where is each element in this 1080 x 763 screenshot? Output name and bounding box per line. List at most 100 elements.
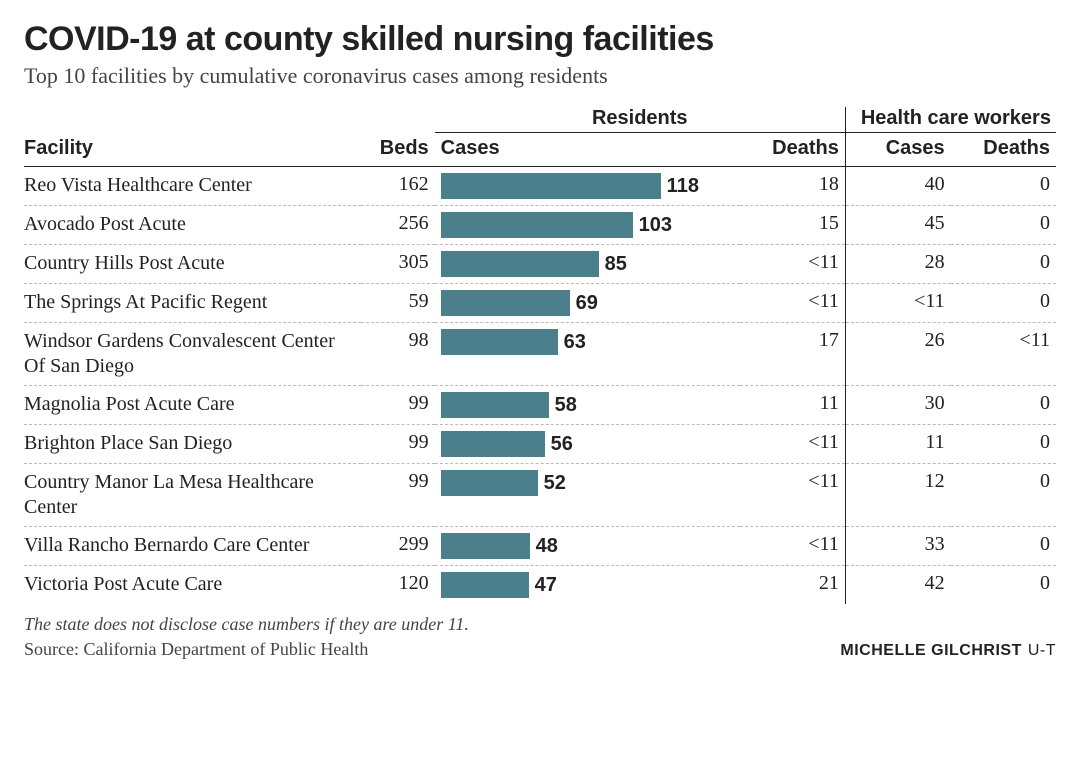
cases-bar-cell: 56 [435, 425, 740, 464]
beds-value: 59 [361, 284, 435, 323]
hcw-cases-value: 45 [845, 206, 950, 245]
cases-bar [441, 572, 529, 598]
table-row: Country Manor La Mesa Healthcare Center9… [24, 464, 1056, 527]
cases-bar [441, 470, 538, 496]
byline-outlet: U-T [1028, 642, 1056, 659]
table-body: Reo Vista Healthcare Center16211818400Av… [24, 167, 1056, 605]
cases-bar-label: 47 [529, 572, 557, 598]
table-row: Avocado Post Acute256 103 15450 [24, 206, 1056, 245]
col-cases: Cases [435, 133, 740, 167]
beds-value: 305 [361, 245, 435, 284]
cases-bar-label: 56 [545, 431, 573, 457]
col-facility: Facility [24, 133, 361, 167]
cases-bar [441, 212, 633, 238]
cases-bar-label: 69 [570, 290, 598, 316]
cases-bar [441, 173, 661, 199]
hcw-cases-value: <11 [845, 284, 950, 323]
cases-bar-cell: 85 [435, 245, 740, 284]
beds-value: 256 [361, 206, 435, 245]
deaths-value: <11 [740, 284, 845, 323]
cases-bar-label: 58 [549, 392, 577, 418]
hcw-deaths-value: <11 [951, 323, 1056, 386]
beds-value: 99 [361, 464, 435, 527]
facility-name: Avocado Post Acute [24, 206, 361, 245]
cases-bar-cell: 118 [435, 167, 740, 206]
table-row: The Springs At Pacific Regent5969<11<110 [24, 284, 1056, 323]
hcw-cases-value: 26 [845, 323, 950, 386]
deaths-value: <11 [740, 527, 845, 566]
facility-name: Villa Rancho Bernardo Care Center [24, 527, 361, 566]
table-row: Victoria Post Acute Care1204721420 [24, 566, 1056, 605]
table-row: Country Hills Post Acute305 85 <11280 [24, 245, 1056, 284]
table-row: Windsor Gardens Convalescent Center Of S… [24, 323, 1056, 386]
hcw-deaths-value: 0 [951, 527, 1056, 566]
column-header-row: Facility Beds Cases Deaths Cases Deaths [24, 133, 1056, 167]
deaths-value: <11 [740, 464, 845, 527]
table-row: Brighton Place San Diego99 56 <11110 [24, 425, 1056, 464]
facility-name: The Springs At Pacific Regent [24, 284, 361, 323]
cases-bar [441, 392, 549, 418]
facility-name: Brighton Place San Diego [24, 425, 361, 464]
hcw-group-header: Health care workers [845, 107, 1056, 133]
source-row: Source: California Department of Public … [24, 639, 1056, 660]
footnote: The state does not disclose case numbers… [24, 614, 1056, 635]
hcw-cases-value: 40 [845, 167, 950, 206]
chart-subtitle: Top 10 facilities by cumulative coronavi… [24, 63, 1056, 89]
facility-name: Country Manor La Mesa Healthcare Center [24, 464, 361, 527]
hcw-deaths-value: 0 [951, 425, 1056, 464]
beds-value: 99 [361, 425, 435, 464]
hcw-cases-value: 30 [845, 386, 950, 425]
beds-value: 120 [361, 566, 435, 605]
cases-bar [441, 329, 558, 355]
hcw-deaths-value: 0 [951, 167, 1056, 206]
deaths-value: 17 [740, 323, 845, 386]
hcw-deaths-value: 0 [951, 206, 1056, 245]
beds-value: 98 [361, 323, 435, 386]
hcw-deaths-value: 0 [951, 386, 1056, 425]
group-header-row: Residents Health care workers [24, 107, 1056, 133]
hcw-deaths-value: 0 [951, 284, 1056, 323]
hcw-deaths-value: 0 [951, 464, 1056, 527]
chart-title: COVID-19 at county skilled nursing facil… [24, 20, 1056, 59]
facility-name: Windsor Gardens Convalescent Center Of S… [24, 323, 361, 386]
hcw-cases-value: 28 [845, 245, 950, 284]
cases-bar-label: 103 [633, 212, 672, 238]
data-table: Residents Health care workers Facility B… [24, 107, 1056, 604]
hcw-deaths-value: 0 [951, 245, 1056, 284]
cases-bar-cell: 58 [435, 386, 740, 425]
byline: MICHELLE GILCHRISTU-T [840, 642, 1056, 660]
beds-value: 299 [361, 527, 435, 566]
deaths-value: 21 [740, 566, 845, 605]
cases-bar-cell: 69 [435, 284, 740, 323]
deaths-value: <11 [740, 245, 845, 284]
deaths-value: 15 [740, 206, 845, 245]
facility-name: Reo Vista Healthcare Center [24, 167, 361, 206]
cases-bar [441, 290, 570, 316]
col-beds: Beds [361, 133, 435, 167]
cases-bar-label: 48 [530, 533, 558, 559]
hcw-cases-value: 33 [845, 527, 950, 566]
deaths-value: 18 [740, 167, 845, 206]
cases-bar [441, 533, 530, 559]
hcw-cases-value: 42 [845, 566, 950, 605]
residents-group-header: Residents [435, 107, 846, 133]
cases-bar-cell: 103 [435, 206, 740, 245]
col-hcw-deaths: Deaths [951, 133, 1056, 167]
cases-bar [441, 431, 545, 457]
source-text: Source: California Department of Public … [24, 639, 368, 660]
hcw-cases-value: 12 [845, 464, 950, 527]
table-row: Villa Rancho Bernardo Care Center299 48 <1… [24, 527, 1056, 566]
hcw-cases-value: 11 [845, 425, 950, 464]
deaths-value: <11 [740, 425, 845, 464]
col-deaths: Deaths [740, 133, 845, 167]
deaths-value: 11 [740, 386, 845, 425]
facility-name: Magnolia Post Acute Care [24, 386, 361, 425]
cases-bar-cell: 47 [435, 566, 740, 605]
cases-bar-cell: 52 [435, 464, 740, 527]
table-row: Magnolia Post Acute Care995811300 [24, 386, 1056, 425]
cases-bar-label: 85 [599, 251, 627, 277]
cases-bar-label: 63 [558, 329, 586, 355]
col-hcw-cases: Cases [845, 133, 950, 167]
facility-name: Country Hills Post Acute [24, 245, 361, 284]
hcw-deaths-value: 0 [951, 566, 1056, 605]
